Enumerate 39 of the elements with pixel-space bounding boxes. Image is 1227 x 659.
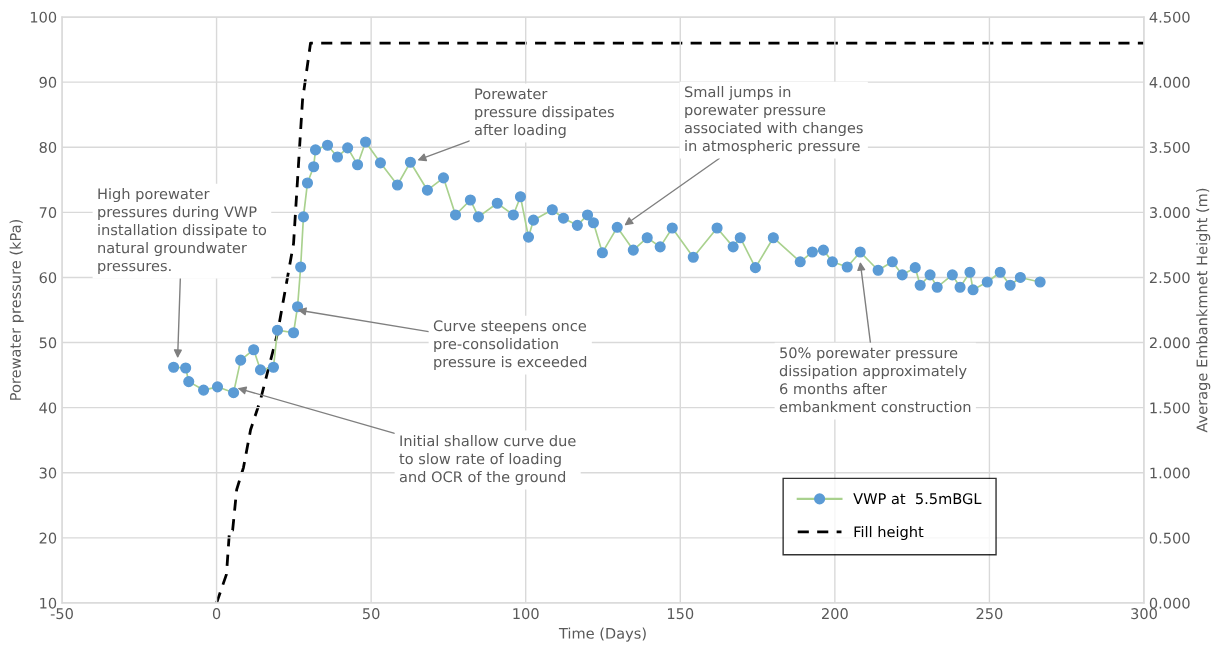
y-tick-label: 70 [39,207,57,219]
y2-tick-label: 0.500 [1149,532,1190,544]
y2-axis-title: Average Embankmnet Height (m) [1196,188,1211,433]
annotation: 50% porewater pressure dissipation approximately 6 months after embankment construction [779,347,971,413]
legend-label: VWP at 5.5mBGL [853,493,982,505]
x-tick-label: 50 [362,608,380,620]
y2-tick-label: 4.000 [1149,76,1190,88]
y2-tick-label: 3.000 [1149,207,1190,219]
legend-label: Fill height [854,525,924,541]
y-tick-label: 100 [30,11,57,23]
y-tick-label: 10 [40,597,57,609]
y2-tick-label: 4.500 [1149,11,1190,23]
y2-tick-label: 0.000 [1149,597,1190,609]
y2-tick-label: 1.000 [1150,467,1190,479]
y2-tick-label: 1.500 [1150,402,1190,414]
x-tick-label: 300 [1131,608,1157,620]
annotation: High porewater pressures during VWP installation dissipate to natural groundwater pressures. [98,188,267,275]
x-tick-label: 0 [212,608,221,620]
x-tick-label: 250 [976,608,1003,620]
y-tick-label: 80 [39,141,57,153]
annotation: Initial shallow curve due to slow rate of loading and OCR of the ground [399,435,576,486]
y-tick-label: 30 [39,467,57,479]
x-tick-label: 150 [667,608,694,620]
y-tick-label: 90 [39,76,57,88]
annotation: Small jumps in porewater pressure associated with changes in atmospheric pressure [684,86,863,155]
y-tick-label: 60 [39,272,57,284]
y2-tick-label: 3.500 [1149,141,1190,153]
x-tick-label: 100 [513,608,539,620]
x-tick-label: -50 [50,608,73,620]
y-tick-label: 40 [39,402,57,414]
x-axis-title: Time (Days) [558,627,646,642]
y-axis-title: Porewater pressure (kPa) [9,219,24,400]
y2-tick-label: 2.000 [1149,337,1190,349]
y-tick-label: 20 [39,532,57,544]
annotation: Curve steepens once pre-consolidation pressure is exceeded [433,320,587,371]
y-tick-label: 50 [39,337,57,349]
x-tick-label: 200 [822,608,848,620]
y2-tick-label: 2.500 [1149,272,1190,284]
annotation: Porewater pressure dissipates after loading [474,88,614,139]
